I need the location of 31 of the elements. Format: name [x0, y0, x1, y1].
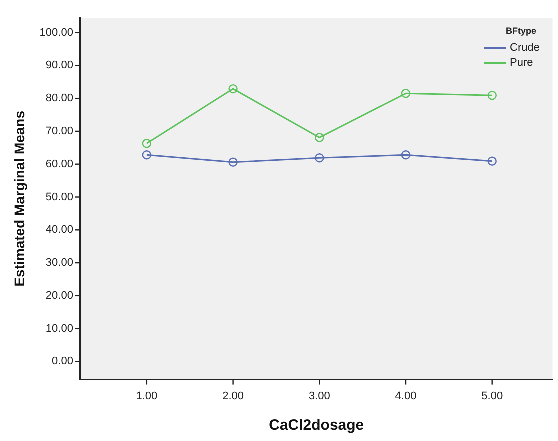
y-tick-label: 20.00 — [46, 290, 74, 302]
point — [488, 91, 497, 100]
y-tick-label: 30.00 — [46, 257, 74, 270]
legend-label: Pure — [510, 56, 534, 68]
x-tick-label: 5.00 — [482, 390, 504, 402]
x-tick-label: 1.00 — [136, 390, 158, 402]
y-tick-label: 100.00 — [40, 26, 74, 39]
y-tick-label: 0.00 — [52, 356, 74, 368]
point — [142, 139, 152, 148]
y-tick-label: 10.00 — [46, 322, 74, 335]
y-tick-label: 70.00 — [46, 126, 74, 138]
x-tick-label: 3.00 — [308, 390, 330, 402]
y-tick-label: 60.00 — [46, 158, 74, 170]
y-tick-label: 50.00 — [46, 191, 74, 204]
legend-title: BFtype — [506, 26, 538, 36]
y-tick-label: 90.00 — [46, 60, 74, 72]
legend-label: Crude — [510, 42, 540, 54]
y-tick-label: 40.00 — [46, 224, 74, 236]
x-tick-label: 4.00 — [395, 390, 417, 402]
point — [142, 150, 152, 160]
x-tick-label: 2.00 — [222, 390, 244, 402]
point — [488, 156, 497, 166]
y-axis-title: Estimated Marginal Means — [11, 110, 28, 287]
point — [228, 158, 238, 167]
point — [315, 154, 324, 163]
point — [401, 150, 411, 160]
point — [315, 133, 324, 142]
y-tick-label: 80.00 — [46, 92, 74, 105]
point — [401, 89, 411, 98]
point — [228, 84, 238, 94]
x-axis-title: CaCl2dosage — [269, 417, 364, 434]
